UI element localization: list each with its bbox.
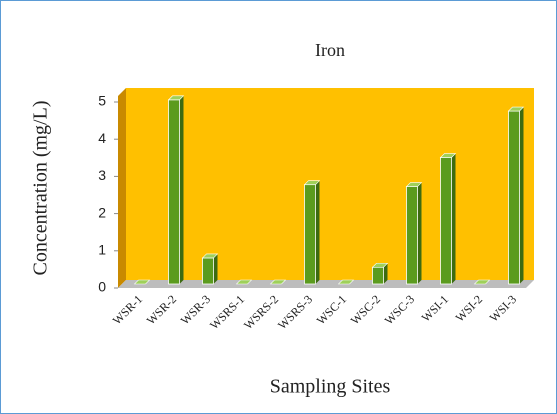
bar-side <box>519 107 524 285</box>
y-axis-title: Concentration (mg/L) <box>30 101 52 276</box>
bar <box>406 186 418 285</box>
bar-side <box>315 180 320 284</box>
bar-top <box>269 279 287 285</box>
bar-top <box>473 279 491 285</box>
bar-top <box>439 153 457 158</box>
bar <box>372 266 384 285</box>
chart-title: Iron <box>315 40 345 60</box>
bar-side <box>383 263 388 284</box>
bar-top <box>337 279 355 285</box>
side-wall <box>118 88 126 288</box>
bar-top <box>405 182 423 187</box>
bar-side <box>451 153 456 284</box>
back-wall <box>126 88 534 280</box>
bar-top <box>371 262 389 268</box>
bar-side <box>417 182 422 284</box>
bar-side <box>179 95 184 284</box>
bar-top <box>167 95 185 101</box>
y-tick-label: 1 <box>98 242 106 258</box>
bar <box>508 110 520 285</box>
bar-top <box>201 253 219 259</box>
bar-top <box>303 180 321 185</box>
bar <box>304 184 316 285</box>
plot-area <box>118 88 534 288</box>
y-tick-label: 2 <box>98 204 106 220</box>
y-tick-label: 5 <box>98 93 106 109</box>
bar-top <box>507 106 525 112</box>
bar-top <box>133 279 151 285</box>
y-tick-label: 4 <box>98 130 106 146</box>
bar <box>168 99 180 285</box>
bar-top <box>235 279 253 285</box>
y-tick-label: 3 <box>98 167 106 183</box>
floor <box>118 280 534 288</box>
bar <box>202 257 214 285</box>
y-tick-label: 0 <box>98 279 106 295</box>
x-axis-title: Sampling Sites <box>270 376 391 398</box>
bar <box>440 157 452 285</box>
bar-side <box>213 253 218 284</box>
